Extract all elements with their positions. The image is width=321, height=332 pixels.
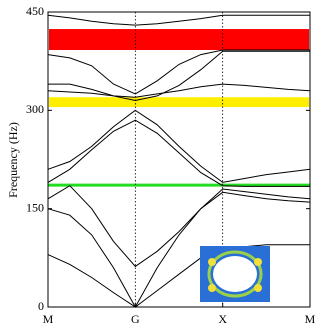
band-curve [47,191,311,309]
inset-node [208,258,216,266]
x-tick-label: M [305,312,316,326]
band-curve [47,83,311,98]
inset-hole [213,256,257,292]
y-axis-label: Frequency (Hz) [6,122,20,198]
inset-node [254,284,262,292]
band-curve [47,119,310,187]
band-curve [47,109,311,183]
inset-unit-cell [200,246,270,302]
inset-node [208,284,216,292]
band-curve [47,14,310,26]
x-tick-label: G [131,312,140,326]
x-tick-label: X [218,312,227,326]
band-curve [48,50,310,102]
y-tick-label: 300 [26,102,44,116]
y-tick-label: 150 [26,200,44,214]
band-gap [49,97,309,108]
band-curve [47,185,311,268]
y-tick-label: 0 [38,299,44,313]
inset-ring [207,250,263,298]
x-tick-label: M [43,312,54,326]
band-curve [47,244,310,308]
plot-frame [47,11,311,308]
band-curve [47,49,310,95]
band-gap [49,29,309,51]
y-tick-label: 450 [26,4,44,18]
inset-node [254,258,262,266]
